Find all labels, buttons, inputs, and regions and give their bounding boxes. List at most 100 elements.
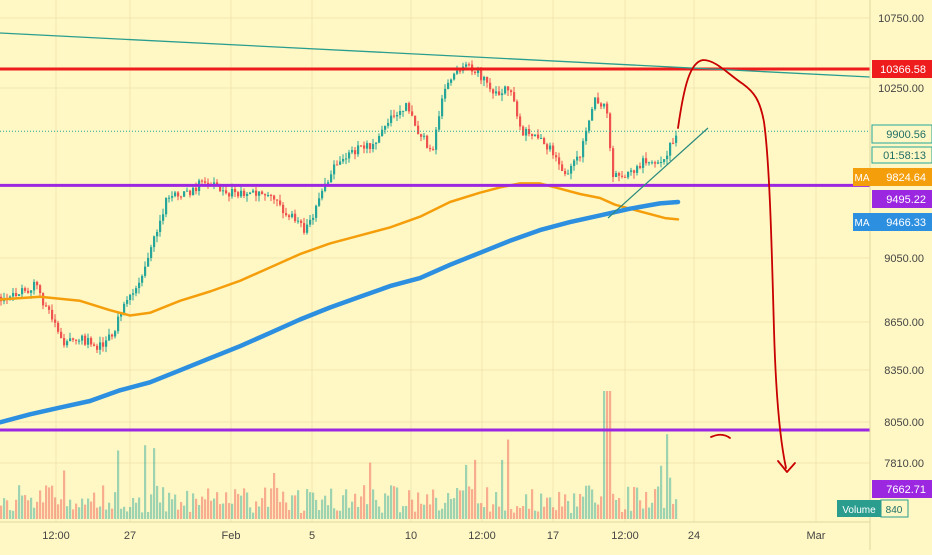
volume-bar [219, 504, 222, 519]
volume-bar [627, 486, 630, 519]
candle-body [249, 192, 252, 194]
candle-body [657, 162, 660, 164]
volume-bar [195, 498, 198, 519]
volume-bar [654, 489, 657, 519]
volume-bar [429, 504, 432, 519]
candle-body [267, 195, 270, 197]
candle-body [108, 334, 111, 341]
volume-bar [36, 501, 39, 519]
volume-bar [354, 493, 357, 519]
volume-bar [279, 502, 282, 519]
candle-body [351, 150, 354, 153]
countdown-label: 01:58:13 [883, 150, 926, 162]
candle-body [336, 164, 339, 166]
volume-bar [3, 498, 6, 519]
candle-body [378, 135, 381, 143]
candle-body [264, 194, 267, 196]
volume-bar [330, 488, 333, 519]
time-tick-label: 10 [405, 530, 417, 542]
candle-body [312, 217, 315, 220]
candle-body [411, 111, 414, 116]
horizontal-levels[interactable] [0, 67, 870, 432]
candle-body [72, 338, 75, 340]
dash-mark[interactable] [710, 433, 731, 439]
candle-body [222, 190, 225, 192]
volume-bar [72, 509, 75, 519]
annotations[interactable] [0, 32, 871, 473]
candle-body [117, 316, 120, 332]
price-axis-panel [870, 0, 932, 550]
candle-body [303, 223, 306, 233]
volume-bar [402, 506, 405, 519]
volume-bar [303, 510, 306, 519]
ma-line [0, 182, 680, 317]
candle-body [489, 82, 492, 90]
volume-bar [342, 495, 345, 519]
volume-bar [207, 488, 210, 519]
candle-body [630, 170, 633, 172]
projection-drawing[interactable] [677, 59, 787, 469]
candle-body [195, 187, 198, 192]
volume-bar [105, 509, 108, 519]
candle-body [246, 193, 249, 196]
volume-bar [468, 486, 471, 519]
volume-bar [387, 495, 390, 519]
volume-bar [522, 506, 525, 519]
candle-body [225, 190, 228, 194]
candle-body [645, 158, 648, 164]
volume-bar [477, 503, 480, 519]
candle-body [669, 142, 672, 156]
candle-body [33, 281, 36, 291]
time-tick-label: 24 [688, 530, 700, 542]
volume-bar [69, 499, 72, 519]
candle-body [90, 337, 93, 345]
volume-bar [171, 499, 174, 519]
candle-body [294, 213, 297, 222]
volume-bar [261, 498, 264, 519]
candle-body [84, 335, 87, 345]
candle-body [396, 114, 399, 117]
candle-body [648, 162, 651, 164]
candle-body [537, 134, 540, 139]
ascending-trendline[interactable] [607, 127, 709, 219]
support-price-label: 9495.22 [886, 194, 926, 206]
candle-body [282, 204, 285, 214]
candle-body [231, 188, 234, 197]
volume-bar [675, 499, 678, 519]
candle-body [498, 91, 501, 96]
volume-bar [159, 502, 162, 519]
volume-bar [453, 498, 456, 519]
candle-body [513, 92, 516, 102]
candle-body [519, 116, 522, 127]
candle-body [342, 158, 345, 162]
candle-body [159, 220, 162, 232]
candle-body [135, 288, 138, 294]
candle-body [93, 344, 96, 346]
candle-body [147, 257, 150, 267]
volume-bar [252, 512, 255, 519]
volume-bar [369, 462, 372, 519]
volume-bar [183, 505, 186, 519]
volume-bar [492, 504, 495, 519]
volume-bar [513, 512, 516, 519]
volume-bar [216, 492, 219, 519]
candle-body [423, 135, 426, 137]
volume-bar [651, 502, 654, 519]
candle-body [450, 79, 453, 83]
volume-bar [426, 494, 429, 519]
candle-body [534, 134, 537, 137]
volume-bar [615, 500, 618, 519]
arrow-head[interactable] [777, 460, 796, 473]
candle-body [510, 90, 513, 93]
volume-bar [147, 511, 150, 519]
volume-bar [231, 503, 234, 519]
volume-bar [27, 500, 30, 519]
candle-body [438, 116, 441, 130]
candle-body [330, 174, 333, 183]
volume-bar [114, 492, 117, 519]
candle-body [204, 181, 207, 183]
ma-line [0, 199, 681, 425]
volume-bar [603, 391, 606, 519]
